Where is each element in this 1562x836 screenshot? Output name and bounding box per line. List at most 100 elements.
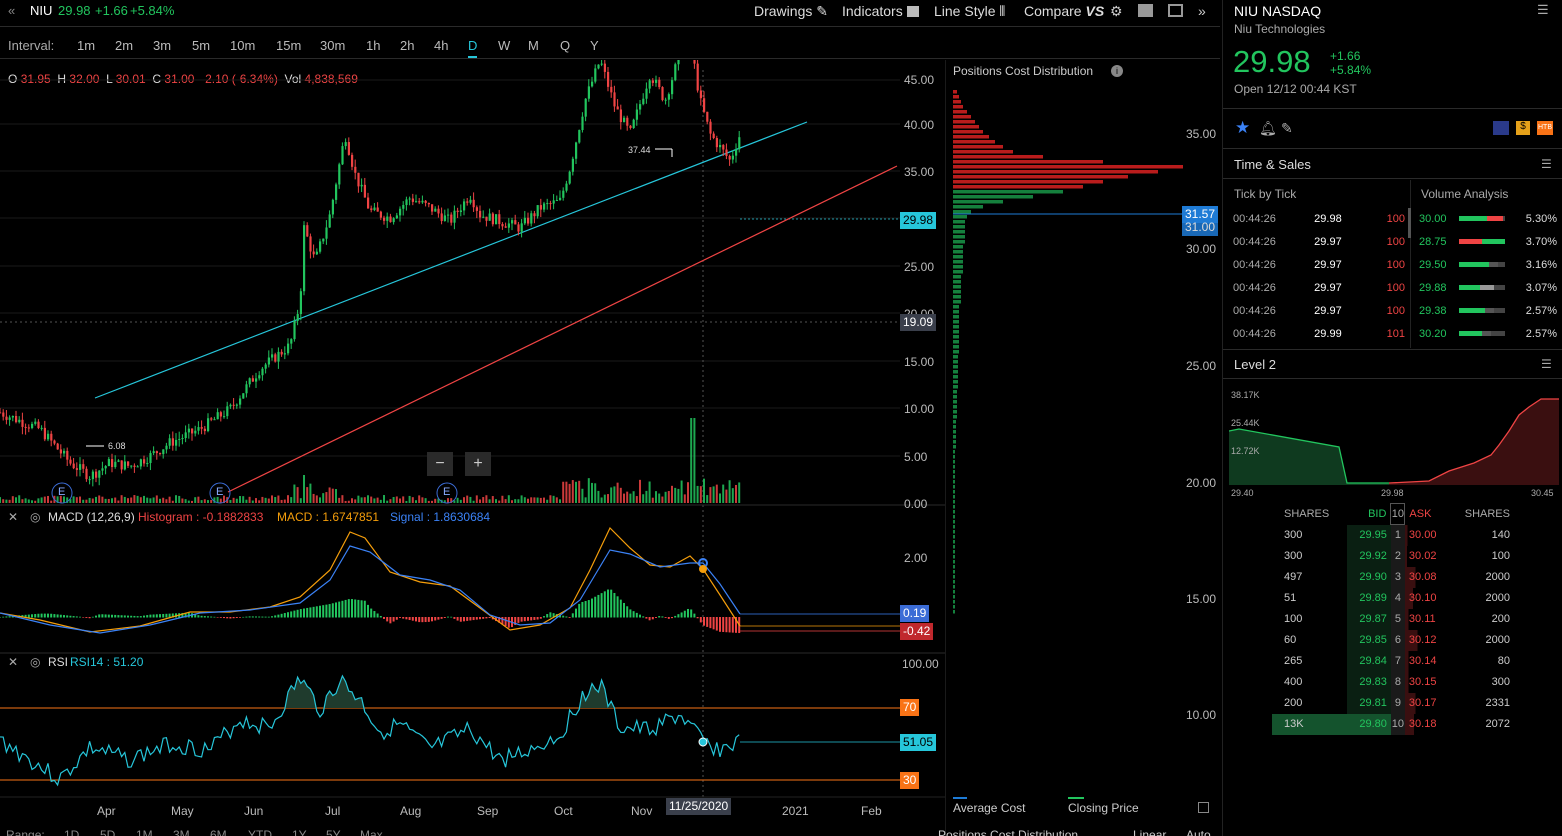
menu-icon[interactable]: ☰ xyxy=(1541,157,1552,171)
macd-hist-bar xyxy=(351,599,353,618)
watchlist-star-icon[interactable]: ★ xyxy=(1235,118,1251,137)
interval-30m[interactable]: 30m xyxy=(320,38,346,53)
line-style-button[interactable]: Line Style ⫴ xyxy=(934,3,1005,20)
pcd-bar xyxy=(953,195,1033,199)
zoom-out-button[interactable]: − xyxy=(427,452,453,476)
lower-trendline[interactable] xyxy=(227,165,898,493)
expand-right-icon[interactable]: » xyxy=(1198,3,1206,19)
layout-icon[interactable] xyxy=(1138,4,1153,20)
pcd-bar xyxy=(953,275,961,279)
dollar-badge-icon[interactable]: $ xyxy=(1516,121,1530,135)
macd-hist-bar xyxy=(181,612,184,618)
interval-m[interactable]: M xyxy=(528,38,539,53)
ask-price: 30.12 xyxy=(1404,629,1449,651)
scale-select[interactable]: Linear xyxy=(1133,828,1167,836)
macd-hist-bar xyxy=(619,599,622,618)
interval-y[interactable]: Y xyxy=(590,38,599,53)
macd-hist-bar xyxy=(101,614,104,618)
compare-button[interactable]: Compare VS xyxy=(1024,3,1104,19)
volume-bar xyxy=(667,491,670,503)
interval-q[interactable]: Q xyxy=(560,38,571,53)
range-5y[interactable]: 5Y xyxy=(326,828,341,836)
earnings-badge[interactable]: E xyxy=(58,486,66,498)
volume-bar xyxy=(536,497,539,503)
volume-label: Vol xyxy=(284,72,302,86)
info-icon[interactable]: i xyxy=(1111,65,1123,77)
tick-by-tick-tab[interactable]: Tick by Tick xyxy=(1234,187,1297,201)
macd-hist-bar xyxy=(575,608,577,618)
range-max[interactable]: Max xyxy=(360,828,383,836)
interval-1m[interactable]: 1m xyxy=(77,38,96,53)
menu-icon[interactable]: ☰ xyxy=(1541,357,1552,371)
close-pane-icon[interactable]: ✕ xyxy=(8,510,19,524)
scrollbar[interactable] xyxy=(1408,208,1411,238)
candle-body xyxy=(658,79,661,88)
interval-d[interactable]: D xyxy=(468,38,478,58)
settings-icon[interactable]: ⚙ xyxy=(1110,3,1123,19)
interval-4h[interactable]: 4h xyxy=(434,38,449,53)
htb-badge-icon[interactable]: HTB xyxy=(1537,121,1553,135)
close-pane-icon[interactable]: ✕ xyxy=(8,655,19,669)
macd-hist-bar xyxy=(629,609,632,618)
earnings-badge[interactable]: E xyxy=(443,486,451,498)
candle-body xyxy=(274,354,277,362)
pcd-bar xyxy=(953,250,963,254)
pcd-histogram xyxy=(953,90,1186,614)
macd-hist-bar xyxy=(242,616,245,618)
pcd-bar xyxy=(953,545,955,549)
window-icon[interactable] xyxy=(1168,4,1183,20)
drawings-button[interactable]: Drawings ✎ xyxy=(754,3,828,20)
interval-15m[interactable]: 15m xyxy=(276,38,302,53)
range-1d[interactable]: 1D xyxy=(64,828,80,836)
header-price: 29.98 xyxy=(58,3,91,18)
depth-x-tick: 29.98 xyxy=(1381,488,1404,498)
range-1y[interactable]: 1Y xyxy=(292,828,307,836)
zoom-in-button[interactable]: + xyxy=(465,452,491,476)
upper-trendline[interactable] xyxy=(94,121,808,399)
chart-badge-icon[interactable] xyxy=(1493,121,1509,135)
range-6m[interactable]: 6M xyxy=(210,828,227,836)
interval-w[interactable]: W xyxy=(498,38,511,53)
range-5d[interactable]: 5D xyxy=(100,828,116,836)
range-3m[interactable]: 3M xyxy=(173,828,190,836)
volume-bar xyxy=(0,497,1,503)
interval-5m[interactable]: 5m xyxy=(192,38,211,53)
pcd-bar xyxy=(953,265,963,269)
panel-settings-icon[interactable]: ☰ xyxy=(1537,2,1549,17)
earnings-badge[interactable]: E xyxy=(216,486,224,498)
edit-pencil-icon[interactable]: ✎ xyxy=(1281,120,1293,136)
candle-body xyxy=(280,351,283,355)
range-ytd[interactable]: YTD xyxy=(248,828,272,836)
interval-10m[interactable]: 10m xyxy=(230,38,256,53)
interval-3m[interactable]: 3m xyxy=(153,38,172,53)
volume-bar xyxy=(187,500,190,503)
pcd-bar xyxy=(953,330,959,334)
level-index: 6 xyxy=(1390,629,1405,651)
panel-menu-icon[interactable] xyxy=(1198,802,1209,813)
interval-2m[interactable]: 2m xyxy=(115,38,134,53)
range-1m[interactable]: 1M xyxy=(136,828,153,836)
volume-table: 30.00 5.30% 28.75 3.70% 29.50 3.16% 29.88 3.07%… xyxy=(1415,207,1561,345)
indicators-button[interactable]: Indicators xyxy=(842,3,919,19)
alert-bell-icon[interactable]: 🔔︎ xyxy=(1259,120,1277,136)
time-tick: May xyxy=(171,804,194,818)
collapse-left-icon[interactable]: « xyxy=(8,3,16,18)
candle-body xyxy=(242,393,245,399)
candle-body xyxy=(267,357,270,365)
interval-2h[interactable]: 2h xyxy=(400,38,415,53)
interval-1h[interactable]: 1h xyxy=(366,38,381,53)
eye-icon[interactable]: ◎ xyxy=(30,655,41,669)
bid-price: 29.87 xyxy=(1347,608,1391,630)
volume-bar xyxy=(277,495,280,503)
candle-body xyxy=(322,238,325,242)
candle-body xyxy=(405,199,408,206)
eye-icon[interactable]: ◎ xyxy=(30,510,41,524)
chart-canvas[interactable]: 37.44 6.08 xyxy=(0,60,945,800)
macd-hist-bar xyxy=(399,617,401,618)
macd-hist-bar xyxy=(443,617,446,618)
auto-select[interactable]: Auto xyxy=(1186,828,1211,836)
candle-body xyxy=(437,208,440,214)
volume-bar xyxy=(341,495,344,503)
depth-select[interactable]: 10 xyxy=(1390,503,1406,525)
volume-analysis-tab[interactable]: Volume Analysis xyxy=(1421,187,1509,201)
